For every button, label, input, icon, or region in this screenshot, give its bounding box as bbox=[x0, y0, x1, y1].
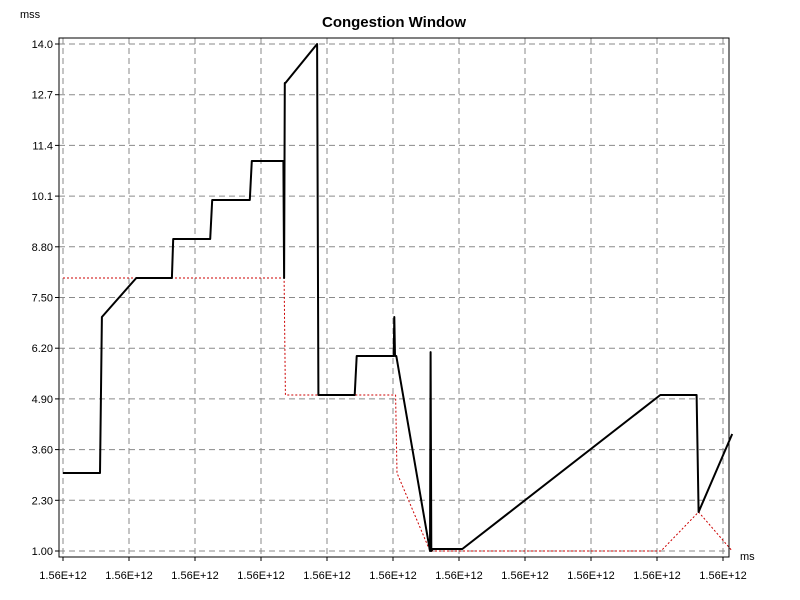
y-tick-label: 8.80 bbox=[32, 242, 53, 254]
y-tick-label: 14.0 bbox=[32, 39, 53, 51]
x-axis-ticks: 1.56E+12 1.56E+12 1.56E+12 1.56E+12 1.56E+12… bbox=[39, 557, 747, 582]
x-axis-unit: ms bbox=[740, 551, 755, 563]
x-tick-label: 1.56E+12 bbox=[237, 570, 284, 582]
y-tick-label: 10.1 bbox=[32, 191, 53, 203]
y-axis-unit: mss bbox=[20, 9, 41, 21]
x-tick-label: 1.56E+12 bbox=[39, 570, 86, 582]
series-layer bbox=[63, 43, 734, 552]
x-tick-label: 1.56E+12 bbox=[633, 570, 680, 582]
y-tick-label: 1.00 bbox=[32, 546, 53, 558]
x-tick-label: 1.56E+12 bbox=[303, 570, 350, 582]
x-tick-label: 1.56E+12 bbox=[699, 570, 746, 582]
y-tick-label: 12.7 bbox=[32, 90, 53, 102]
x-tick-label: 1.56E+12 bbox=[171, 570, 218, 582]
y-tick-label: 2.30 bbox=[32, 495, 53, 507]
y-tick-label: 4.90 bbox=[32, 394, 53, 406]
y-tick-label: 6.20 bbox=[32, 343, 53, 355]
y-tick-label: 3.60 bbox=[32, 445, 53, 457]
grid bbox=[59, 38, 729, 557]
x-tick-label: 1.56E+12 bbox=[435, 570, 482, 582]
series-line-red-dotted bbox=[63, 277, 733, 552]
x-tick-label: 1.56E+12 bbox=[105, 570, 152, 582]
series-line-black-solid bbox=[63, 43, 734, 552]
y-tick-label: 11.4 bbox=[32, 140, 53, 152]
y-axis-ticks: 1.00 2.30 3.60 4.90 6.20 7.50 8.80 10.1 11.4 12.7… bbox=[32, 39, 59, 558]
x-tick-label: 1.56E+12 bbox=[567, 570, 614, 582]
y-tick-label: 7.50 bbox=[32, 293, 53, 305]
x-tick-label: 1.56E+12 bbox=[501, 570, 548, 582]
x-tick-label: 1.56E+12 bbox=[369, 570, 416, 582]
chart-title: Congestion Window bbox=[322, 14, 466, 31]
